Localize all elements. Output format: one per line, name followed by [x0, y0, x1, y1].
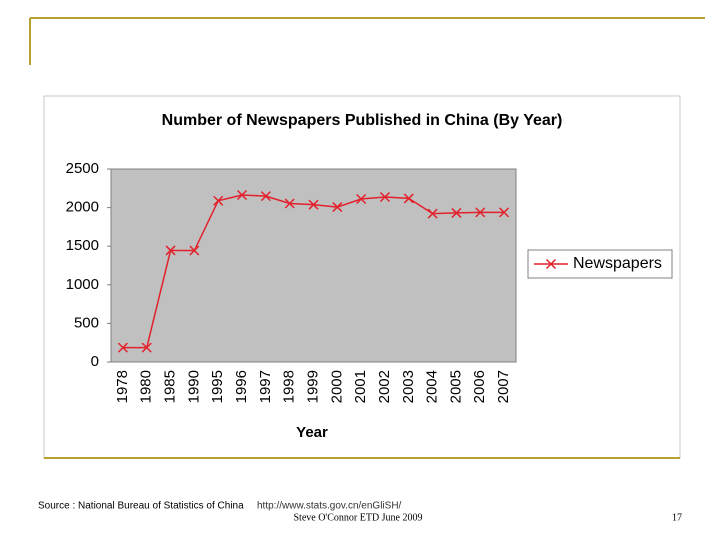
- x-tick-label: 2005: [447, 370, 464, 403]
- data-point: [475, 207, 486, 218]
- y-tick-label: 2500: [66, 160, 99, 177]
- y-tick-label: 1500: [66, 237, 99, 254]
- x-tick-label: 1980: [138, 370, 155, 403]
- data-point: [332, 202, 343, 213]
- page-number: 17: [672, 512, 682, 523]
- x-axis-title: Year: [296, 424, 328, 441]
- data-point: [427, 208, 438, 219]
- x-tick-label: 2000: [328, 370, 345, 403]
- y-tick-label: 1000: [66, 276, 99, 293]
- x-tick-label: 2002: [376, 370, 393, 403]
- legend-marker: [545, 258, 557, 270]
- data-point: [165, 245, 176, 256]
- data-point: [356, 194, 367, 205]
- x-tick-label: 1990: [185, 370, 202, 403]
- x-tick-label: 1995: [209, 370, 226, 403]
- data-point: [141, 342, 152, 353]
- y-tick-label: 0: [91, 353, 99, 370]
- data-point: [379, 191, 391, 203]
- chart-title: Number of Newspapers Published in China …: [162, 112, 563, 129]
- data-point: [213, 195, 224, 206]
- footer-source: Source : National Bureau of Statistics o…: [38, 501, 244, 512]
- x-tick-label: 2006: [471, 370, 488, 403]
- y-tick-label: 500: [74, 314, 99, 331]
- x-tick-label: 1978: [114, 370, 131, 403]
- x-tick-label: 1999: [304, 370, 321, 403]
- data-point: [260, 191, 271, 202]
- data-point: [499, 207, 510, 218]
- footer-author: Steve O'Connor ETD June 2009: [293, 512, 422, 523]
- y-tick-label: 2000: [66, 199, 99, 216]
- x-tick-label: 2007: [495, 370, 512, 403]
- x-tick-label: 1998: [281, 370, 298, 403]
- x-tick-label: 1996: [233, 370, 250, 403]
- data-point: [284, 198, 295, 209]
- data-point: [451, 207, 462, 218]
- data-point: [308, 199, 319, 210]
- legend-box: [527, 249, 673, 279]
- x-tick-label: 1997: [257, 370, 274, 403]
- footer-url: http://www.stats.gov.cn/enGliSH/: [257, 501, 402, 512]
- data-point: [117, 342, 128, 353]
- legend-label: Newspapers: [573, 255, 662, 272]
- data-point: [189, 245, 200, 256]
- x-tick-label: 2001: [352, 370, 369, 403]
- x-tick-label: 2003: [400, 370, 417, 403]
- data-point: [236, 189, 248, 201]
- x-tick-label: 2004: [424, 370, 441, 403]
- x-tick-label: 1985: [162, 370, 179, 403]
- data-point: [403, 193, 414, 204]
- plot-area: [110, 168, 517, 363]
